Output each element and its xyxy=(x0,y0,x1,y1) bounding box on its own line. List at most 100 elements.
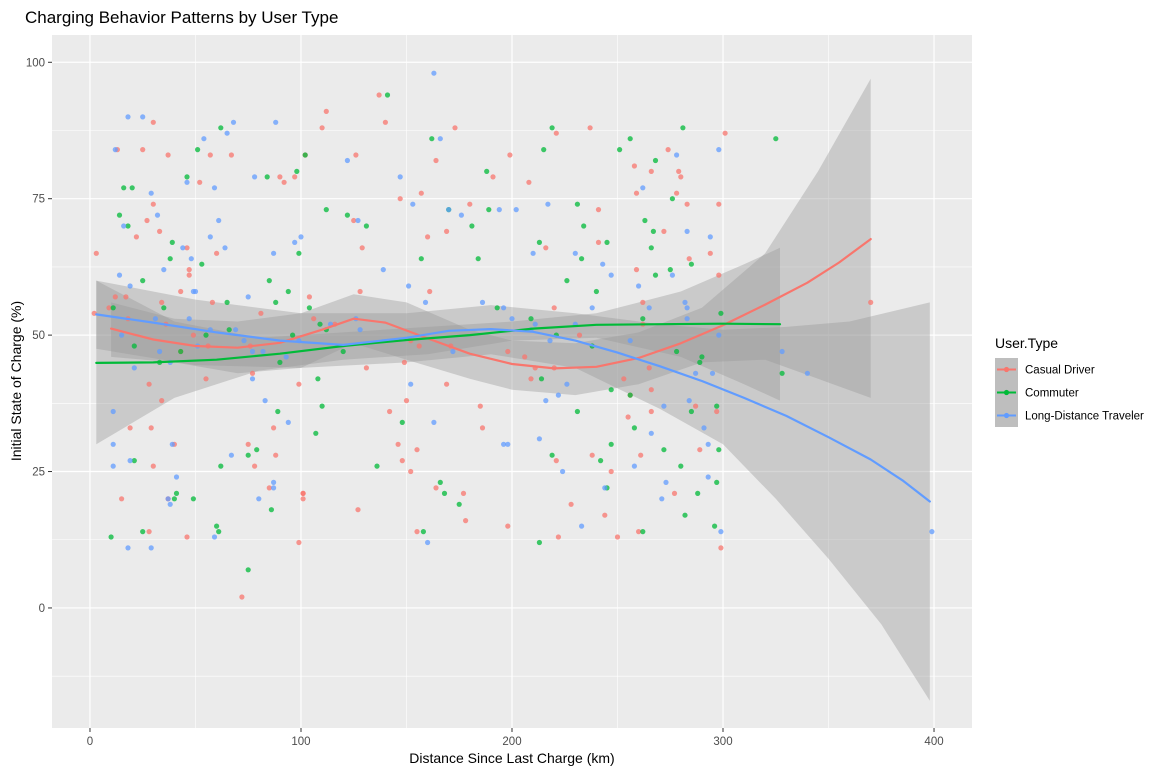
point-commuter xyxy=(564,278,570,284)
point-casual-driver xyxy=(273,452,279,458)
point-commuter xyxy=(549,452,555,458)
point-casual-driver xyxy=(543,245,549,251)
point-casual-driver xyxy=(614,534,621,540)
point-commuter xyxy=(652,157,659,164)
point-casual-driver xyxy=(395,441,401,447)
point-long-distance-traveler xyxy=(127,458,133,464)
point-casual-driver xyxy=(631,163,638,169)
point-commuter xyxy=(161,305,167,311)
point-commuter xyxy=(399,419,405,425)
point-commuter xyxy=(536,539,543,546)
point-long-distance-traveler xyxy=(431,70,437,76)
point-casual-driver xyxy=(207,152,213,158)
x-tick-labels: 0 100 200 300 400 xyxy=(87,736,944,748)
point-long-distance-traveler xyxy=(513,207,519,213)
point-casual-driver xyxy=(357,288,363,295)
point-long-distance-traveler xyxy=(505,441,511,447)
point-casual-driver xyxy=(576,332,583,338)
point-casual-driver xyxy=(416,343,422,349)
point-casual-driver xyxy=(718,545,724,551)
y-tick-label: 50 xyxy=(32,330,45,342)
point-casual-driver xyxy=(528,376,534,382)
point-casual-driver xyxy=(249,370,256,376)
point-long-distance-traveler xyxy=(292,239,298,245)
point-commuter xyxy=(245,567,251,573)
point-long-distance-traveler xyxy=(260,348,266,355)
point-casual-driver xyxy=(648,387,654,393)
point-casual-driver xyxy=(707,250,713,256)
point-long-distance-traveler xyxy=(116,272,123,278)
point-casual-driver xyxy=(150,201,156,207)
point-casual-driver xyxy=(184,534,190,540)
point-casual-driver xyxy=(403,398,410,404)
point-long-distance-traveler xyxy=(684,305,690,311)
trend-line-long-distance-traveler xyxy=(95,313,931,503)
point-long-distance-traveler xyxy=(283,354,289,360)
point-commuter xyxy=(699,354,705,360)
point-casual-driver xyxy=(676,168,682,174)
point-casual-driver xyxy=(463,518,469,524)
point-commuter xyxy=(574,408,581,415)
point-casual-driver xyxy=(123,294,129,300)
point-casual-driver xyxy=(292,174,298,180)
point-commuter xyxy=(631,425,638,431)
point-long-distance-traveler xyxy=(450,348,456,355)
point-long-distance-traveler xyxy=(241,338,247,344)
point-casual-driver xyxy=(621,376,627,382)
point-casual-driver xyxy=(252,463,258,469)
point-commuter xyxy=(131,458,137,464)
point-commuter xyxy=(266,278,272,284)
point-long-distance-traveler xyxy=(148,190,154,196)
point-commuter xyxy=(418,256,424,262)
point-long-distance-traveler xyxy=(271,250,277,256)
point-casual-driver xyxy=(382,119,388,125)
point-long-distance-traveler xyxy=(627,338,633,344)
point-commuter xyxy=(214,523,220,529)
point-commuter xyxy=(714,479,720,485)
point-casual-driver xyxy=(150,119,156,125)
point-long-distance-traveler xyxy=(669,272,676,278)
point-commuter xyxy=(340,348,346,355)
point-casual-driver xyxy=(148,425,154,431)
point-commuter xyxy=(604,239,610,245)
point-casual-driver xyxy=(359,245,365,251)
point-casual-driver xyxy=(490,174,496,180)
point-casual-driver xyxy=(507,152,513,158)
point-commuter xyxy=(129,185,135,191)
point-long-distance-traveler xyxy=(211,534,218,540)
point-commuter xyxy=(661,447,667,453)
y-axis-label: Initial State of Charge (%) xyxy=(8,301,24,461)
confidence-band-commuter xyxy=(96,247,781,445)
point-long-distance-traveler xyxy=(536,436,543,442)
point-casual-driver xyxy=(159,398,165,404)
point-long-distance-traveler xyxy=(397,174,403,180)
point-commuter xyxy=(674,348,680,355)
point-commuter xyxy=(344,212,350,218)
point-casual-driver xyxy=(479,425,486,431)
point-commuter xyxy=(173,490,180,496)
point-casual-driver xyxy=(281,179,287,185)
point-long-distance-traveler xyxy=(705,441,711,447)
point-commuter xyxy=(275,408,281,415)
point-long-distance-traveler xyxy=(446,207,452,213)
point-casual-driver xyxy=(414,447,420,453)
point-long-distance-traveler xyxy=(233,327,239,333)
point-casual-driver xyxy=(323,108,329,114)
point-casual-driver xyxy=(716,272,722,278)
point-commuter xyxy=(184,174,190,180)
point-long-distance-traveler xyxy=(716,332,722,338)
point-commuter xyxy=(169,239,175,245)
point-casual-driver xyxy=(433,157,439,164)
point-long-distance-traveler xyxy=(410,201,416,207)
point-long-distance-traveler xyxy=(131,365,137,371)
point-long-distance-traveler xyxy=(357,327,363,333)
point-commuter xyxy=(650,228,657,234)
point-casual-driver xyxy=(157,228,163,234)
point-casual-driver xyxy=(351,217,357,224)
point-long-distance-traveler xyxy=(154,212,161,218)
point-casual-driver xyxy=(633,267,640,273)
point-long-distance-traveler xyxy=(547,338,553,344)
point-long-distance-traveler xyxy=(701,425,707,431)
point-long-distance-traveler xyxy=(249,348,256,355)
